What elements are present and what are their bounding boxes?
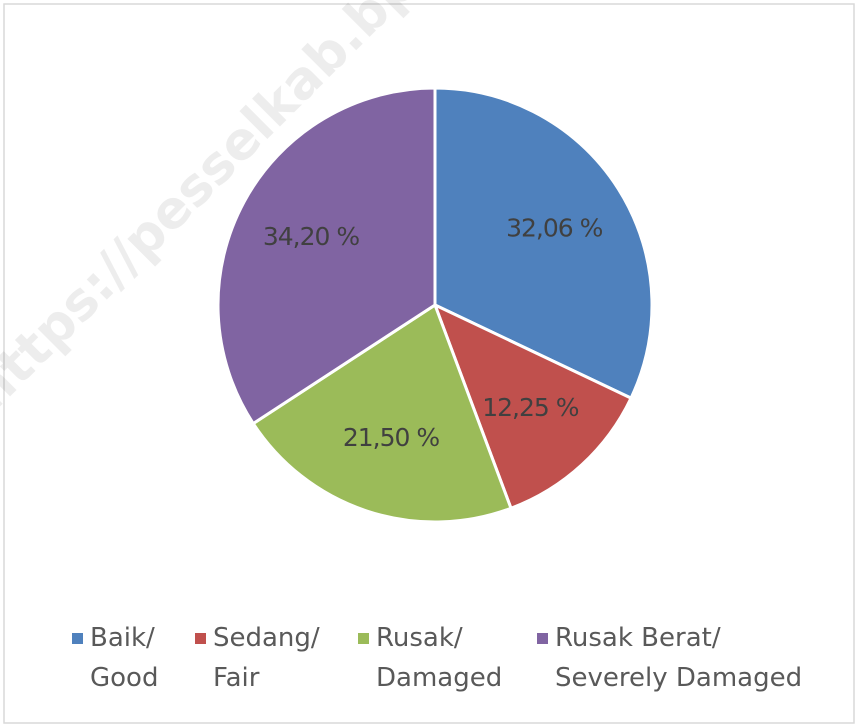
pie-slice <box>251 302 513 524</box>
legend-item: Rusak/ Damaged <box>358 618 502 698</box>
legend-swatch <box>195 633 206 644</box>
legend-swatch <box>72 633 83 644</box>
legend-swatch <box>358 633 369 644</box>
legend-label: Rusak/ Damaged <box>376 623 503 693</box>
data-label: 12,25 % <box>482 393 579 422</box>
legend-label: Sedang/ Fair <box>213 623 320 693</box>
legend-item: Sedang/ Fair <box>195 618 320 698</box>
pie-slice <box>433 86 654 401</box>
legend-label: Baik/ Good <box>90 623 159 693</box>
data-label: 34,20 % <box>263 222 360 251</box>
data-label: 21,50 % <box>343 423 440 452</box>
pie-slice <box>432 302 634 511</box>
data-label: 32,06 % <box>506 214 603 243</box>
pie-slice <box>216 86 437 426</box>
legend-item: Rusak Berat/ Severely Damaged <box>537 618 802 698</box>
legend-item: Baik/ Good <box>72 618 158 698</box>
legend-label: Rusak Berat/ Severely Damaged <box>555 623 803 693</box>
legend-swatch <box>537 633 548 644</box>
